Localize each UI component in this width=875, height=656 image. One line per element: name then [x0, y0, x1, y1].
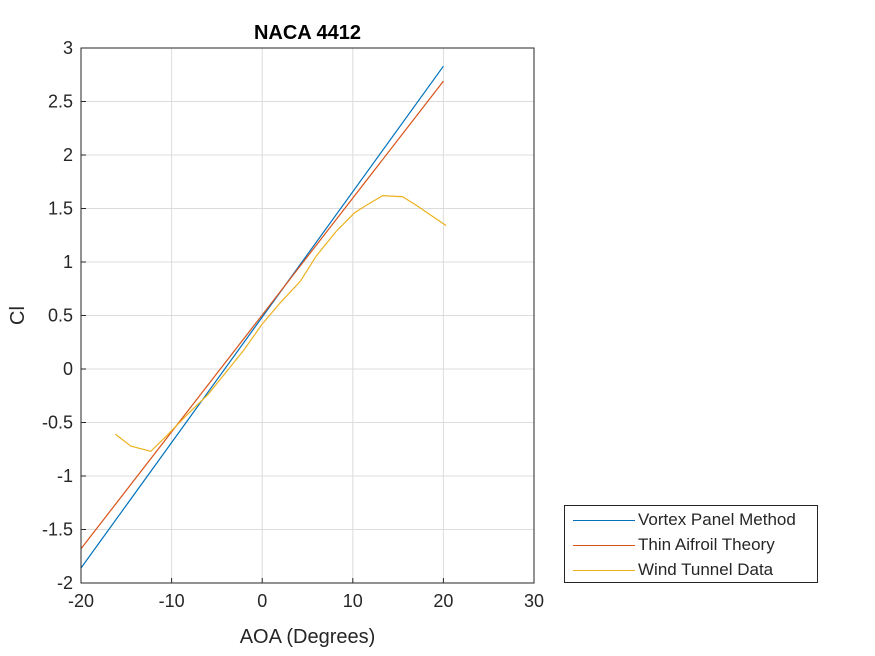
y-tick-label: 2	[63, 145, 73, 165]
legend-swatch	[573, 545, 635, 546]
legend-swatch	[573, 570, 635, 571]
legend-item-thin-airfoil: Thin Aifroil Theory	[565, 533, 817, 557]
y-tick-label: -0.5	[42, 413, 73, 433]
y-tick-label: 2.5	[48, 92, 73, 112]
series-group	[80, 65, 447, 569]
y-axis-label: Cl	[7, 306, 29, 325]
y-tick-label: 1	[63, 252, 73, 272]
series-line-0	[80, 65, 444, 569]
y-tick-label: -1.5	[42, 520, 73, 540]
x-axis-label: AOA (Degrees)	[240, 626, 376, 648]
y-tick-label: -1	[57, 466, 73, 486]
legend-label: Vortex Panel Method	[638, 510, 796, 529]
series-line-2	[115, 195, 447, 453]
x-tick-label: 20	[433, 591, 453, 611]
legend-label: Wind Tunnel Data	[638, 560, 774, 579]
legend-swatch	[573, 520, 635, 521]
y-tick-label: 0	[63, 359, 73, 379]
x-tick-group: -20 -10 0 10 20 30	[68, 578, 544, 611]
y-tick-group: -2 -1.5 -1 -0.5 0 0.5 1 1.5 2 2.5 3	[42, 38, 86, 593]
series-line-1	[80, 80, 444, 550]
x-tick-label: -20	[68, 591, 94, 611]
x-tick-label: 10	[343, 591, 363, 611]
y-tick-label: 0.5	[48, 306, 73, 326]
legend-label: Thin Aifroil Theory	[638, 535, 775, 554]
y-tick-label: -2	[57, 573, 73, 593]
chart-title: NACA 4412	[254, 22, 361, 44]
legend-item-vortex-panel: Vortex Panel Method	[565, 508, 817, 532]
x-tick-label: 0	[257, 591, 267, 611]
legend-item-wind-tunnel: Wind Tunnel Data	[565, 558, 817, 582]
y-tick-label: 1.5	[48, 199, 73, 219]
legend: Vortex Panel Method Thin Aifroil Theory …	[564, 505, 818, 583]
y-tick-label: 3	[63, 38, 73, 58]
x-tick-label: -10	[159, 591, 185, 611]
x-tick-label: 30	[524, 591, 544, 611]
